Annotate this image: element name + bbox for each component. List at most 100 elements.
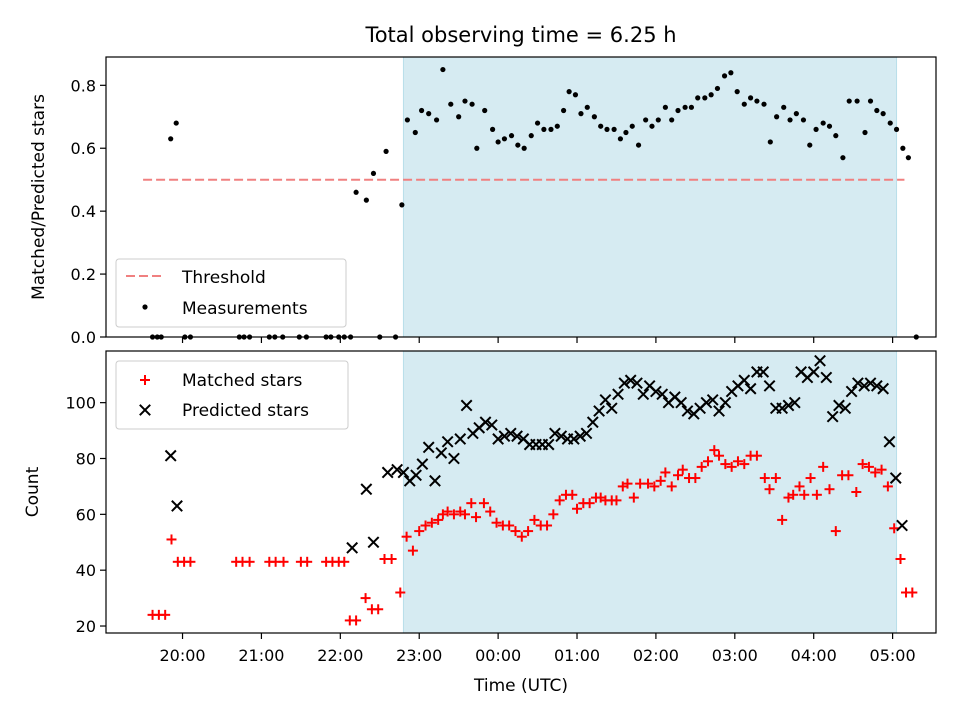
legend-predicted-swatch <box>139 404 151 416</box>
ratio-legend: Threshold Measurements <box>115 258 347 328</box>
predicted-star-point <box>381 466 394 479</box>
measurement-point <box>554 123 560 129</box>
ratio-panel: 0.0 0.2 0.4 0.6 0.8 Total observing time = 6… <box>29 23 937 347</box>
count-y-tick-label: 100 <box>65 394 96 413</box>
matched-star-point <box>882 481 893 492</box>
predicted-star-point <box>864 377 877 390</box>
predicted-star-point <box>744 382 757 395</box>
measurement-point <box>353 189 359 195</box>
legend-matched-swatch <box>140 375 150 385</box>
measurement-point <box>528 133 534 139</box>
measurement-point <box>495 139 501 145</box>
matched-star-point <box>572 503 583 514</box>
predicted-star-point <box>877 382 890 395</box>
predicted-star-point <box>624 374 637 387</box>
measurement-point <box>662 104 668 110</box>
matched-star-point <box>726 461 737 472</box>
predicted-star-point <box>360 483 373 496</box>
predicted-star-point <box>851 377 864 390</box>
measurement-point <box>846 98 852 104</box>
predicted-star-point <box>788 396 801 409</box>
predicted-star-point <box>498 430 511 443</box>
matched-star-point <box>529 514 540 525</box>
measurements-series <box>149 66 919 340</box>
predicted-star-point <box>511 430 523 443</box>
time-x-tick-label: 02:00 <box>633 646 679 665</box>
measurement-point <box>469 101 475 107</box>
measurement-point <box>448 101 454 107</box>
matched-star-point <box>628 492 639 503</box>
predicted-star-point <box>612 388 624 401</box>
matched-star-point <box>185 556 196 567</box>
matched-star-point <box>420 520 431 531</box>
measurement-point <box>714 85 721 92</box>
matched-star-point <box>751 450 762 461</box>
measurement-point <box>675 107 681 114</box>
observing-window-span-bottom <box>402 350 898 634</box>
predicted-star-point <box>580 427 593 440</box>
matched-star-point <box>870 467 881 478</box>
ratio-y-axis-label: Matched/Predicted stars <box>29 94 49 300</box>
matched-star-point <box>414 526 425 537</box>
count-y-tick-label: 40 <box>76 561 96 580</box>
predicted-star-point <box>485 419 498 431</box>
matched-star-point <box>386 554 397 565</box>
measurement-point <box>572 92 579 98</box>
time-x-tick-label: 23:00 <box>396 646 442 665</box>
time-x-axis-label: Time (UTC) <box>473 676 568 696</box>
predicted-star-point <box>542 438 555 451</box>
ratio-y-tick-label: 0.8 <box>71 76 96 95</box>
matched-star-point <box>709 445 720 456</box>
measurement-point <box>363 197 369 203</box>
predicted-star-point <box>441 435 454 448</box>
matched-star-point <box>611 495 622 506</box>
predicted-star-point <box>807 366 820 378</box>
time-x-tick-label: 20:00 <box>159 646 205 665</box>
matched-stars-series <box>147 445 918 626</box>
predicted-star-point <box>889 472 902 484</box>
predicted-star-point <box>839 402 852 415</box>
observing-window-span-top <box>402 56 898 338</box>
predicted-star-point <box>367 536 380 549</box>
measurement-point <box>887 120 893 126</box>
matched-star-point <box>788 489 799 500</box>
ratio-y-axis: 0.0 0.2 0.4 0.6 0.8 <box>71 76 106 347</box>
matched-star-point <box>799 489 810 500</box>
measurement-point <box>728 70 734 76</box>
time-x-tick-label: 05:00 <box>870 646 916 665</box>
measurement-point <box>399 202 405 208</box>
matched-star-point <box>407 545 418 556</box>
matched-star-point <box>339 556 350 567</box>
predicted-star-point <box>883 435 896 448</box>
legend-predicted-label: Predicted stars <box>182 401 309 421</box>
matched-star-point <box>777 514 788 525</box>
predicted-star-point <box>429 474 441 487</box>
time-x-axis: 20:00 21:00 22:00 23:00 00:00 01:00 02:00 03:00… <box>159 633 916 665</box>
ratio-y-tick-label: 0.0 <box>71 328 96 347</box>
measurement-point <box>761 101 767 107</box>
predicted-star-point <box>782 399 795 412</box>
matched-star-point <box>485 506 496 517</box>
ratio-x-ticks <box>181 337 894 343</box>
matched-star-point <box>554 495 565 506</box>
measurement-point <box>629 123 635 129</box>
count-y-tick-label: 80 <box>76 449 96 468</box>
matched-star-point <box>876 464 887 475</box>
measurement-point <box>741 101 747 107</box>
matched-star-point <box>542 520 553 531</box>
matched-star-point <box>278 556 289 567</box>
measurement-point <box>708 92 714 98</box>
measurement-point <box>548 126 554 132</box>
measurement-point <box>474 145 480 151</box>
count-y-axis: 20 40 60 80 100 <box>65 394 106 636</box>
predicted-star-point <box>164 449 177 462</box>
chart-title: Total observing time = 6.25 h <box>364 23 676 47</box>
predicted-star-point <box>549 427 561 440</box>
predicted-star-point <box>391 463 404 476</box>
measurement-point <box>462 98 468 104</box>
measurement-point <box>561 107 567 114</box>
measurement-point <box>905 155 911 161</box>
matched-star-point <box>504 520 515 531</box>
predicted-star-point <box>479 416 492 429</box>
time-x-tick-label: 03:00 <box>712 646 758 665</box>
